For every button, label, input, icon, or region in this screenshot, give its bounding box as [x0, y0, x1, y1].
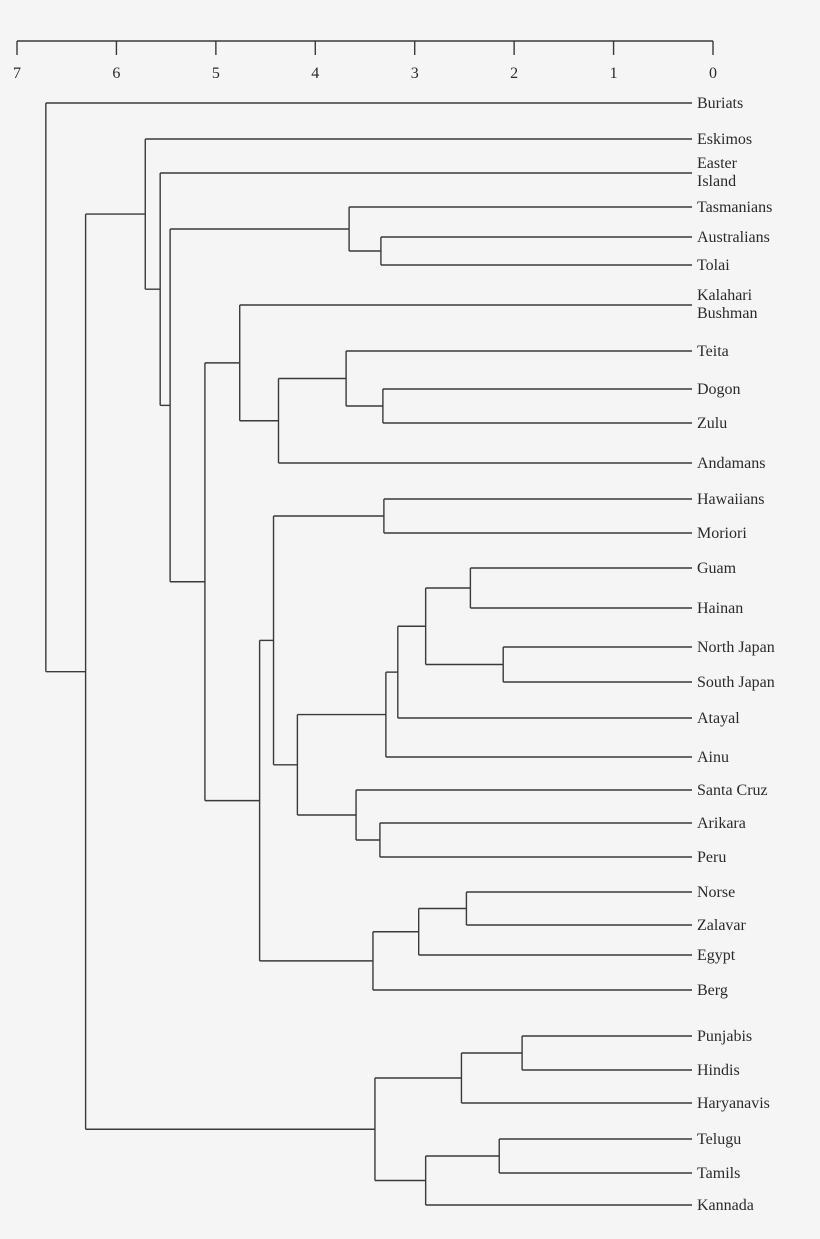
axis-tick-label: 5 — [212, 65, 220, 82]
leaf-label: Santa Cruz — [697, 782, 768, 799]
leaf-label: Australians — [697, 229, 770, 246]
leaf-label: Tasmanians — [697, 199, 772, 216]
axis-tick-label: 3 — [411, 65, 419, 82]
leaf-label: Egypt — [697, 947, 736, 964]
leaf-label: Moriori — [697, 525, 747, 542]
leaf-label: Tamils — [697, 1165, 740, 1182]
leaf-label: Kalahari Bushman — [697, 287, 757, 322]
leaf-label: Hainan — [697, 600, 743, 617]
leaf-label: Berg — [697, 982, 728, 999]
axis-tick-label: 0 — [709, 65, 717, 82]
leaf-label: Easter Island — [697, 155, 738, 190]
axis-tick-label: 1 — [610, 65, 618, 82]
leaf-label: Andamans — [697, 455, 765, 472]
leaf-label: Zalavar — [697, 917, 747, 934]
leaf-label: Zulu — [697, 415, 727, 432]
leaf-label: Tolai — [697, 257, 730, 274]
leaf-label: Hawaiians — [697, 491, 765, 508]
leaf-label: Teita — [697, 343, 729, 360]
leaf-label: Arikara — [697, 815, 746, 832]
leaf-label: Telugu — [697, 1131, 741, 1148]
axis-tick-label: 6 — [112, 65, 120, 82]
leaf-label: Ainu — [697, 749, 729, 766]
leaf-label: Kannada — [697, 1197, 754, 1214]
leaf-label: Hindis — [697, 1062, 740, 1079]
leaf-label: Guam — [697, 560, 737, 577]
leaf-label: Eskimos — [697, 131, 752, 148]
leaf-label: Dogon — [697, 381, 741, 398]
leaf-label: Norse — [697, 884, 735, 901]
leaf-label: Haryanavis — [697, 1095, 770, 1112]
leaf-label: Atayal — [697, 710, 740, 727]
leaf-label: Punjabis — [697, 1028, 752, 1045]
leaf-label: Buriats — [697, 95, 743, 112]
axis-tick-label: 4 — [311, 65, 319, 82]
leaf-label: Peru — [697, 849, 726, 866]
axis-tick-label: 2 — [510, 65, 518, 82]
leaf-label: South Japan — [697, 674, 775, 691]
axis-tick-label: 7 — [13, 65, 21, 82]
leaf-label: North Japan — [697, 639, 775, 656]
